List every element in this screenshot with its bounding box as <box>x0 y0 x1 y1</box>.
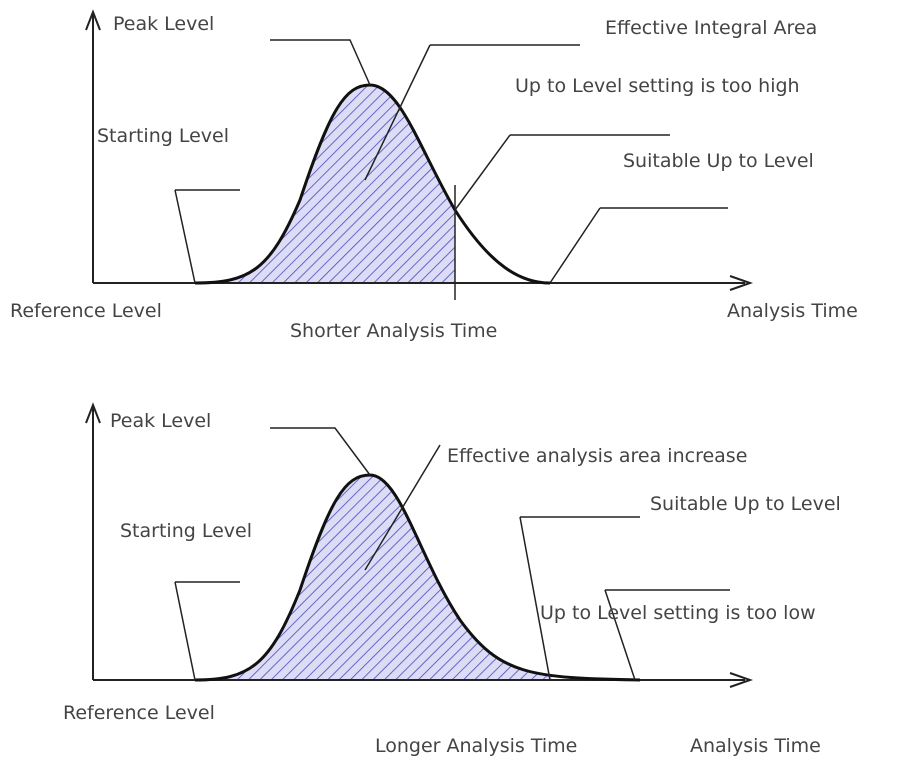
hatched-area <box>195 85 455 283</box>
label: Reference Level <box>63 702 215 724</box>
diagram-bottom: Peak Level Effective analysis area incre… <box>63 402 841 757</box>
label: Effective Integral Area <box>605 17 817 39</box>
label: Up to Level setting is too low <box>540 602 816 624</box>
axes <box>85 9 754 291</box>
label: Analysis Time <box>727 300 858 322</box>
label: Reference Level <box>10 300 162 322</box>
label: Suitable Up to Level <box>650 493 841 515</box>
label: Analysis Time <box>690 735 821 757</box>
label: Suitable Up to Level <box>623 150 814 172</box>
leader-lines <box>174 427 730 681</box>
curve <box>194 473 641 682</box>
label: Up to Level setting is too high <box>515 75 800 97</box>
hatched-area <box>195 475 552 680</box>
label: Peak Level <box>113 13 214 35</box>
label: Starting Level <box>97 125 229 147</box>
leader-lines <box>174 39 728 284</box>
axes <box>85 402 754 688</box>
label: Shorter Analysis Time <box>290 320 497 342</box>
label: Effective analysis area increase <box>447 445 747 467</box>
label: Starting Level <box>120 520 252 542</box>
label: Peak Level <box>110 410 211 432</box>
diagram-top: Peak Level Effective Integral Area Up to… <box>10 9 858 342</box>
label: Longer Analysis Time <box>375 735 577 757</box>
